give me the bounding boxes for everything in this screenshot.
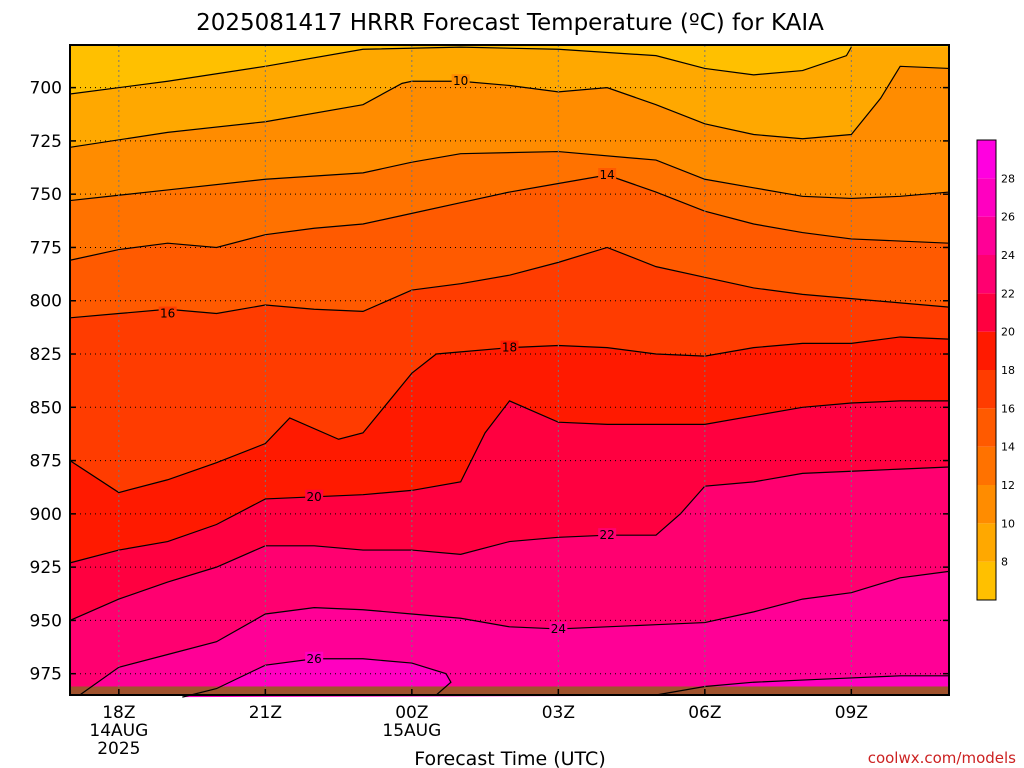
y-tick-label: 900: [30, 505, 62, 525]
x-tick-label: 15AUG: [382, 721, 441, 741]
plot-frame: [69, 44, 950, 696]
x-tick-label: 2025: [97, 739, 140, 759]
contour-line-18: [69, 336, 950, 494]
x-tick-label: 06Z: [688, 703, 721, 723]
y-tick-label: 775: [30, 238, 62, 258]
contour-lines: 10 14 16 18 20 22 24 26: [69, 46, 950, 698]
y-tick-label: 725: [30, 132, 62, 152]
colorbar-frame: [976, 139, 997, 601]
colorbar-tick-label: 24: [1001, 249, 1015, 262]
credit-text: coolwx.com/models: [868, 749, 1016, 767]
contour-label-bg: [305, 489, 324, 503]
y-tick-label: 700: [30, 79, 62, 99]
contour-line-14: [69, 174, 950, 261]
colorbar-tick-label: 10: [1001, 517, 1015, 530]
y-tick-label: 875: [30, 452, 62, 472]
colorbar-segment: [977, 293, 996, 332]
contour-label-16: 16: [160, 307, 175, 321]
y-tick-label: 975: [30, 665, 62, 685]
grid-lines: [70, 45, 949, 695]
contour-label-22: 22: [600, 528, 615, 542]
x-axis-label: Forecast Time (UTC): [414, 748, 605, 768]
colorbar-segment: [977, 485, 996, 524]
contour-line-12: [69, 150, 950, 202]
contour-label-26: 26: [307, 652, 322, 666]
colorbar-tick-label: 20: [1001, 326, 1015, 339]
colorbar-tick-label: 18: [1001, 364, 1015, 377]
colorbar-segment: [977, 523, 996, 562]
contour-line-22: [69, 466, 950, 621]
y-tick-label: 925: [30, 558, 62, 578]
colorbar-segment: [977, 178, 996, 217]
x-tick-label: 14AUG: [89, 721, 148, 741]
colorbar-segment: [977, 216, 996, 255]
contour-label-bg: [549, 621, 568, 635]
plot-area: [70, 45, 950, 698]
ground-strip: [70, 686, 949, 695]
colorbar-segment: [977, 255, 996, 294]
contour-label-24: 24: [551, 622, 566, 636]
contour-line-8: [69, 46, 852, 95]
contour-label-14: 14: [600, 168, 615, 182]
contour-line-26: [182, 658, 452, 698]
colorbar-tick-label: 16: [1001, 402, 1015, 415]
colorbar-tick-label: 8: [1001, 556, 1008, 569]
colorbar-segment: [977, 140, 996, 179]
y-axis: 700 725 750 775 800 825 850 875 900 925 950 975: [30, 79, 949, 685]
y-tick-label: 750: [30, 185, 62, 205]
colorbar-tick-label: 26: [1001, 211, 1015, 224]
x-tick-label: 09Z: [835, 703, 868, 723]
colorbar-tick-label: 28: [1001, 172, 1015, 185]
y-tick-label: 950: [30, 611, 62, 631]
chart-title: 2025081417 HRRR Forecast Temperature (ºC…: [196, 10, 824, 36]
colorbar-tick-label: 22: [1001, 287, 1015, 300]
contour-line-24: [79, 570, 950, 696]
contour-label-bg: [158, 306, 177, 320]
contour-line-16: [69, 246, 950, 319]
contour-label-bg: [305, 651, 324, 665]
colorbar-segment: [977, 561, 996, 600]
y-tick-label: 850: [30, 398, 62, 418]
contour-label-bg: [500, 340, 519, 354]
x-tick-label: 03Z: [542, 703, 575, 723]
contour-label-18: 18: [502, 341, 517, 355]
colorbar-segment: [977, 331, 996, 370]
contour-label-bg: [598, 168, 617, 181]
colorbar: 8 10 12 14 16 18 20 22 24 26 28: [976, 139, 1015, 601]
colorbar-tick-label: 14: [1001, 441, 1015, 454]
colorbar-segment: [977, 370, 996, 409]
contour-line-20: [69, 400, 949, 564]
x-tick-label: 18Z: [102, 703, 135, 723]
y-tick-label: 800: [30, 292, 62, 312]
contour-label-10: 10: [453, 74, 468, 88]
x-tick-label: 21Z: [249, 703, 282, 723]
contour-label-bg: [598, 528, 617, 542]
contour-line-10: [69, 65, 950, 148]
contour-label-bg: [451, 74, 470, 88]
x-tick-label: 00Z: [395, 703, 428, 723]
colorbar-tick-label: 12: [1001, 479, 1015, 492]
y-tick-label: 825: [30, 345, 62, 365]
colorbar-segment: [977, 446, 996, 485]
colorbar-segment: [977, 408, 996, 447]
contour-label-20: 20: [307, 490, 322, 504]
